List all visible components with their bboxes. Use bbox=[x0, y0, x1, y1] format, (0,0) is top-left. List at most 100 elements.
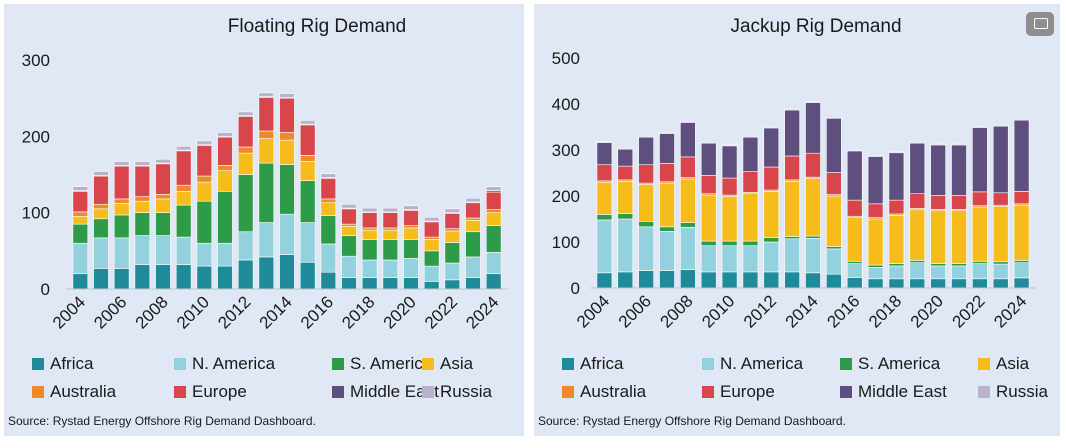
bar-n-america-2016 bbox=[320, 243, 337, 273]
bar-australia-2004 bbox=[72, 211, 89, 217]
bar-asia-2014 bbox=[279, 139, 295, 165]
legend-swatch bbox=[174, 386, 186, 398]
bar-s-america-2024 bbox=[485, 225, 502, 253]
bar-asia-2019 bbox=[909, 209, 926, 261]
bar-australia-2005 bbox=[93, 203, 109, 210]
bar-s-america-2011 bbox=[742, 240, 759, 246]
bar-australia-2013 bbox=[258, 130, 275, 139]
bar-africa-2019 bbox=[382, 277, 399, 290]
x-tick-label: 2004 bbox=[49, 292, 89, 332]
bar-africa-2014 bbox=[805, 272, 821, 289]
floating-rig-panel: Floating Rig Demand 0 100 200 300 2004 2006 200… bbox=[4, 4, 524, 436]
bar-europe-2022 bbox=[972, 191, 988, 206]
bar-russia-2004 bbox=[596, 141, 613, 143]
bar-asia-2005 bbox=[93, 208, 109, 220]
bar-africa-2006 bbox=[113, 268, 130, 290]
legend-swatch bbox=[840, 358, 852, 370]
bar-russia-2018 bbox=[888, 151, 905, 154]
bar-europe-2023 bbox=[465, 202, 481, 219]
bar-n-america-2006 bbox=[638, 226, 654, 271]
bar-russia-2010 bbox=[721, 144, 738, 147]
bar-australia-2014 bbox=[279, 132, 295, 141]
bar-n-america-2023 bbox=[992, 263, 1009, 280]
bar-russia-2006 bbox=[638, 135, 654, 138]
bar-s-america-2017 bbox=[341, 235, 357, 257]
bar-africa-2018 bbox=[888, 278, 905, 289]
legend-label: S. America bbox=[858, 354, 941, 373]
bar-russia-2022 bbox=[972, 126, 988, 128]
image-icon[interactable] bbox=[1026, 12, 1054, 36]
bar-n-america-2013 bbox=[784, 238, 800, 273]
bar-s-america-2005 bbox=[617, 213, 634, 220]
bar-s-america-2008 bbox=[155, 212, 171, 236]
legend-label: Middle East bbox=[350, 382, 439, 401]
chart-title: Jackup Rig Demand bbox=[730, 16, 901, 37]
bar-russia-2009 bbox=[175, 145, 192, 151]
bar-africa-2023 bbox=[465, 277, 481, 290]
bar-asia-2009 bbox=[175, 190, 192, 206]
legend-label: Africa bbox=[50, 354, 94, 373]
bar-asia-2008 bbox=[680, 178, 696, 223]
bar-europe-2007 bbox=[659, 163, 675, 183]
bar-asia-2023 bbox=[992, 206, 1009, 263]
bar-russia-2014 bbox=[805, 101, 821, 103]
bar-asia-2017 bbox=[867, 218, 884, 266]
bar-europe-2022 bbox=[444, 213, 461, 229]
bar-n-america-2023 bbox=[465, 256, 481, 278]
bar-n-america-2006 bbox=[113, 237, 130, 269]
legend-swatch bbox=[978, 358, 990, 370]
bar-africa-2007 bbox=[134, 264, 151, 290]
bar-asia-2009 bbox=[700, 194, 717, 242]
chart-title: Floating Rig Demand bbox=[228, 16, 406, 37]
bar-n-america-2024 bbox=[1013, 262, 1030, 279]
bar-russia-2016 bbox=[320, 173, 337, 178]
legend-russia: Russia bbox=[422, 382, 492, 402]
bar-n-america-2012 bbox=[237, 231, 254, 261]
bar-africa-2022 bbox=[972, 278, 988, 289]
bar-australia-2020 bbox=[403, 225, 419, 229]
bar-africa-2016 bbox=[846, 277, 863, 289]
bar-russia-2010 bbox=[196, 140, 213, 146]
bar-s-america-2015 bbox=[826, 246, 842, 250]
bar-asia-2013 bbox=[258, 138, 275, 164]
bar-s-america-2006 bbox=[638, 221, 654, 228]
legend-africa: Africa bbox=[32, 354, 93, 374]
bar-middle-east-2004 bbox=[596, 142, 613, 166]
bar-n-america-2021 bbox=[423, 265, 440, 282]
floating-rig-source: Source: Rystad Energy Offshore Rig Deman… bbox=[8, 414, 316, 428]
bar-asia-2014 bbox=[805, 178, 821, 237]
legend-swatch bbox=[422, 386, 434, 398]
x-tick-label: 2012 bbox=[740, 291, 780, 331]
bar-australia-2006 bbox=[113, 198, 130, 204]
bar-europe-2008 bbox=[680, 156, 696, 178]
bar-russia-2014 bbox=[279, 93, 295, 98]
bar-s-america-2007 bbox=[134, 212, 151, 236]
bar-africa-2007 bbox=[659, 270, 675, 289]
bar-asia-2005 bbox=[617, 180, 634, 214]
bar-s-america-2010 bbox=[196, 200, 213, 244]
bar-australia-2015 bbox=[299, 155, 316, 162]
bar-africa-2005 bbox=[617, 271, 634, 289]
legend-swatch bbox=[32, 386, 44, 398]
bar-n-america-2010 bbox=[196, 242, 213, 267]
bar-europe-2019 bbox=[382, 212, 399, 229]
jackup-rig-source: Source: Rystad Energy Offshore Rig Deman… bbox=[538, 414, 846, 428]
bar-africa-2010 bbox=[196, 265, 213, 290]
x-tick-label: 2020 bbox=[380, 292, 420, 332]
bar-asia-2008 bbox=[155, 198, 171, 213]
bar-n-america-2012 bbox=[763, 241, 780, 273]
bar-middle-east-2019 bbox=[909, 142, 926, 195]
bar-russia-2006 bbox=[113, 161, 130, 166]
bar-africa-2024 bbox=[1013, 277, 1030, 289]
bar-asia-2012 bbox=[763, 191, 780, 238]
bar-africa-2012 bbox=[237, 259, 254, 290]
y-tick-label: 100 bbox=[552, 233, 580, 252]
bar-s-america-2022 bbox=[972, 261, 988, 264]
bar-africa-2011 bbox=[742, 271, 759, 289]
bar-n-america-2017 bbox=[867, 266, 884, 280]
bar-n-america-2018 bbox=[888, 265, 905, 280]
bar-asia-2004 bbox=[72, 216, 89, 225]
bar-n-america-2011 bbox=[742, 245, 759, 273]
bar-africa-2008 bbox=[680, 269, 696, 289]
bar-russia-2012 bbox=[763, 126, 780, 129]
